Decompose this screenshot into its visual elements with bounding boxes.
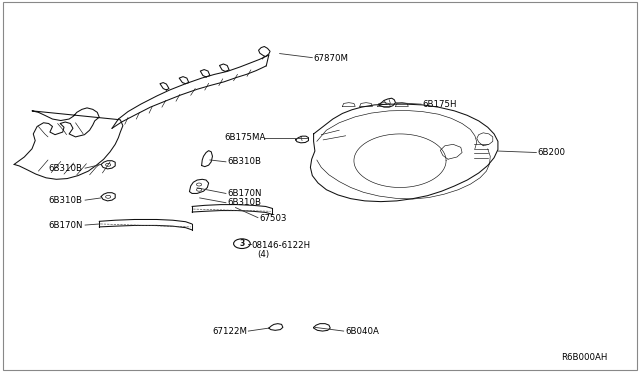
Text: 67122M: 67122M (212, 327, 247, 336)
Text: 3: 3 (239, 239, 244, 248)
Text: 67503: 67503 (259, 214, 287, 223)
Text: 08146-6122H: 08146-6122H (251, 241, 310, 250)
Text: 6B200: 6B200 (538, 148, 566, 157)
Text: 6B310B: 6B310B (227, 157, 261, 166)
Text: R6B000AH: R6B000AH (562, 353, 608, 362)
Text: 6B170N: 6B170N (227, 189, 262, 198)
Text: 6B170N: 6B170N (48, 221, 83, 230)
Text: 6B175H: 6B175H (422, 100, 457, 109)
Text: 6B175MA: 6B175MA (224, 133, 266, 142)
Text: 6B310B: 6B310B (227, 198, 261, 207)
Text: 6B310B: 6B310B (48, 164, 82, 173)
Text: (4): (4) (257, 250, 269, 259)
Text: 6B310B: 6B310B (48, 196, 82, 205)
Text: 67870M: 67870M (314, 54, 349, 63)
Text: 6B040A: 6B040A (345, 327, 379, 336)
